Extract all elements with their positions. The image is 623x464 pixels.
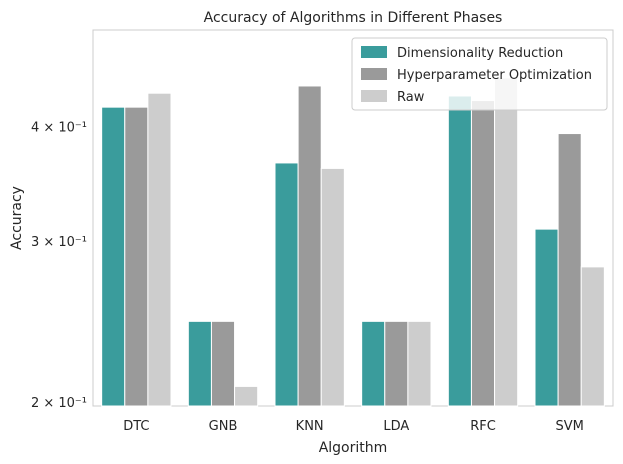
- x-tick-label: SVM: [555, 419, 583, 434]
- bar-knn-series-1: [274, 162, 299, 407]
- x-tick-label: RFC: [470, 419, 496, 434]
- legend-swatch: [361, 90, 387, 102]
- bar-dtc-series-3: [147, 92, 172, 407]
- bar-lda-series-1: [361, 320, 386, 407]
- legend-label: Hyperparameter Optimization: [397, 68, 592, 83]
- bar-knn-series-2: [297, 85, 322, 407]
- legend-swatch: [361, 68, 387, 80]
- y-axis-label: Accuracy: [9, 186, 25, 250]
- legend-label: Dimensionality Reduction: [397, 46, 563, 61]
- x-tick-label: DTC: [123, 419, 149, 434]
- bar-gnb-series-1: [187, 320, 212, 407]
- y-tick-label: 3 × 10⁻¹: [31, 235, 87, 250]
- y-tick-label: 2 × 10⁻¹: [31, 396, 87, 411]
- chart-title: Accuracy of Algorithms in Different Phas…: [204, 10, 503, 26]
- legend-box: [351, 37, 608, 111]
- bar-gnb-series-2: [210, 320, 236, 407]
- bar-lda-series-2: [384, 320, 409, 407]
- bar-rfc-series-3: [494, 77, 519, 407]
- bar-knn-series-3: [320, 167, 345, 407]
- bar-svm-series-1: [534, 228, 559, 407]
- bar-svm-series-3: [580, 266, 605, 407]
- x-axis-label: Algorithm: [319, 440, 388, 456]
- bar-rfc-series-1: [447, 95, 472, 407]
- y-ticks-group: 2 × 10⁻¹ 3 × 10⁻¹ 4 × 10⁻¹: [31, 121, 87, 411]
- legend-swatch: [361, 46, 387, 58]
- x-tick-label: KNN: [296, 419, 324, 434]
- x-tick-label: LDA: [383, 419, 409, 434]
- legend-label: Raw: [397, 90, 425, 105]
- bar-dtc-series-2: [124, 106, 149, 407]
- legend: Dimensionality Reduction Hyperparameter O…: [351, 37, 608, 111]
- bars-group: [101, 77, 605, 407]
- bar-dtc-series-1: [101, 106, 126, 407]
- y-tick-label: 4 × 10⁻¹: [31, 121, 87, 136]
- bar-lda-series-3: [407, 320, 432, 407]
- bar-rfc-series-2: [470, 100, 496, 407]
- bar-svm-series-2: [557, 133, 582, 407]
- bar-gnb-series-3: [234, 385, 259, 407]
- x-tick-label: GNB: [209, 419, 238, 434]
- x-ticks-group: DTC GNB KNN LDA RFC SVM: [123, 419, 584, 434]
